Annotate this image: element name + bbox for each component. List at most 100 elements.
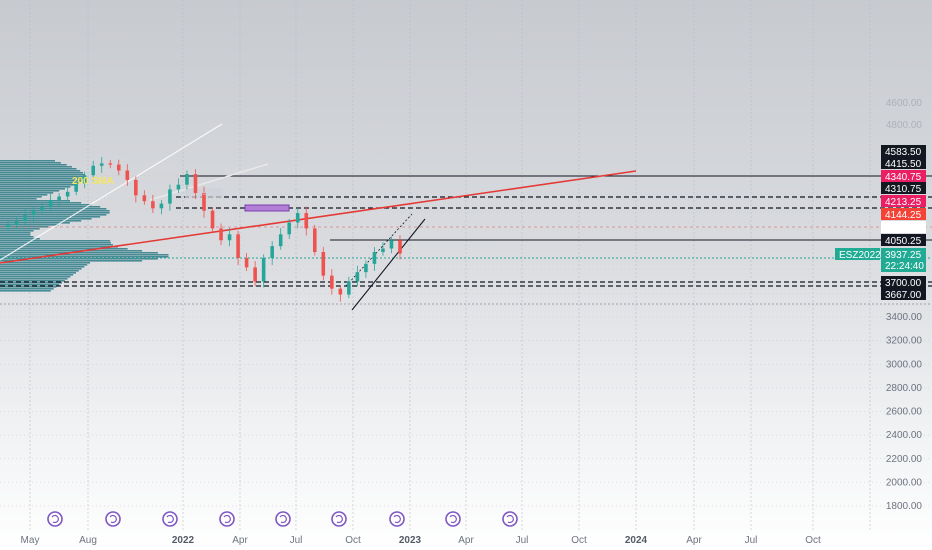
candle[interactable] (185, 170, 189, 190)
price-label-box[interactable] (881, 234, 926, 246)
x-tick-label: 2022 (172, 535, 195, 546)
candle[interactable] (23, 209, 27, 228)
candle[interactable] (91, 160, 96, 182)
candle[interactable] (65, 186, 70, 204)
x-tick-label: Oct (805, 535, 821, 546)
candle[interactable] (253, 261, 257, 287)
candle[interactable] (261, 254, 266, 288)
candle[interactable] (108, 159, 113, 169)
candle[interactable] (355, 265, 360, 287)
y-tick-label: 3000.00 (886, 359, 923, 370)
price-label-value: 4144.25 (885, 210, 922, 221)
rising-trendline-upper[interactable] (0, 123, 223, 261)
price-label-value: 4213.25 (885, 197, 922, 208)
symbol-badge[interactable] (835, 248, 880, 260)
candle[interactable] (142, 190, 147, 205)
earnings-event-icon[interactable] (275, 511, 291, 527)
volume-profile-bar (0, 228, 40, 230)
candle[interactable] (244, 252, 249, 271)
candle[interactable] (74, 177, 78, 196)
red-trendline[interactable] (0, 170, 637, 264)
price-label-box[interactable] (881, 221, 926, 233)
earnings-event-icon[interactable] (331, 511, 347, 527)
candle[interactable] (6, 221, 10, 231)
volume-profile-bar (0, 260, 143, 262)
price-label-box[interactable] (881, 195, 926, 207)
candle[interactable] (14, 216, 19, 230)
candle[interactable] (193, 169, 198, 199)
candle[interactable] (176, 178, 181, 193)
price-label-box[interactable] (881, 276, 926, 288)
x-tick-label: Jul (290, 535, 303, 546)
price-label-value: 4583.50 (885, 147, 922, 158)
y-tick-label: 2600.00 (886, 407, 923, 418)
last-price-badge[interactable] (881, 248, 926, 272)
candle[interactable] (347, 276, 351, 299)
candle[interactable] (151, 194, 155, 214)
earnings-event-icon[interactable] (219, 511, 235, 527)
candle[interactable] (287, 218, 292, 240)
purple-zone-box[interactable] (244, 204, 290, 212)
candle[interactable] (210, 207, 215, 232)
volume-profile-bar (0, 286, 57, 288)
candle[interactable] (278, 227, 283, 250)
price-label-value: 4066.25 (885, 223, 922, 234)
candle[interactable] (389, 236, 394, 254)
countdown-value: 22:24:40 (885, 261, 924, 272)
candle[interactable] (227, 227, 232, 247)
candle[interactable] (31, 207, 36, 223)
candle[interactable] (295, 208, 300, 229)
volume-profile-bar (0, 268, 82, 270)
candle[interactable] (116, 159, 121, 176)
candle[interactable] (270, 241, 274, 266)
candle[interactable] (398, 235, 402, 260)
candle[interactable] (338, 285, 343, 302)
earnings-event-icon[interactable] (502, 511, 518, 527)
price-label-box[interactable] (881, 170, 926, 182)
y-tick-faded: 4600.00 (886, 98, 923, 109)
candle[interactable] (134, 176, 138, 203)
candle[interactable] (321, 247, 326, 281)
price-label-box[interactable] (881, 157, 926, 169)
earnings-event-icon[interactable] (389, 511, 405, 527)
x-tick-label: Apr (458, 535, 474, 546)
volume-profile-bar (0, 262, 90, 264)
earnings-event-icon[interactable] (162, 511, 178, 527)
candle[interactable] (330, 269, 334, 295)
price-label-value: 3667.00 (885, 290, 922, 301)
volume-profile-bar (0, 254, 169, 256)
price-label-box[interactable] (881, 288, 926, 300)
y-tick-label: 1800.00 (886, 501, 923, 512)
earnings-event-icon[interactable] (47, 511, 63, 527)
volume-profile-bar (0, 208, 107, 210)
candle[interactable] (304, 206, 309, 236)
volume-profile-bar (0, 220, 82, 222)
x-tick-label: Oct (571, 535, 587, 546)
candle[interactable] (236, 230, 240, 266)
price-label-box[interactable] (881, 182, 926, 194)
candle[interactable] (202, 186, 206, 218)
volume-profile-bar (0, 216, 101, 218)
candle[interactable] (372, 247, 377, 271)
candle[interactable] (57, 192, 61, 206)
earnings-event-icon[interactable] (445, 511, 461, 527)
channel-lower-line[interactable] (351, 218, 426, 311)
candle[interactable] (99, 157, 104, 173)
candle[interactable] (219, 223, 223, 245)
volume-profile-bar (0, 282, 62, 284)
candle[interactable] (125, 164, 130, 186)
candle[interactable] (381, 242, 385, 256)
candle[interactable] (40, 202, 44, 215)
candle[interactable] (312, 224, 317, 256)
price-label-value: 4340.75 (885, 172, 922, 183)
candle[interactable] (48, 193, 53, 212)
candle[interactable] (159, 200, 164, 215)
earnings-event-icon[interactable] (105, 511, 121, 527)
price-label-box[interactable] (881, 145, 926, 157)
candle[interactable] (82, 171, 87, 189)
candle[interactable] (168, 184, 172, 211)
candle[interactable] (364, 260, 368, 279)
price-label-box[interactable] (881, 208, 926, 220)
